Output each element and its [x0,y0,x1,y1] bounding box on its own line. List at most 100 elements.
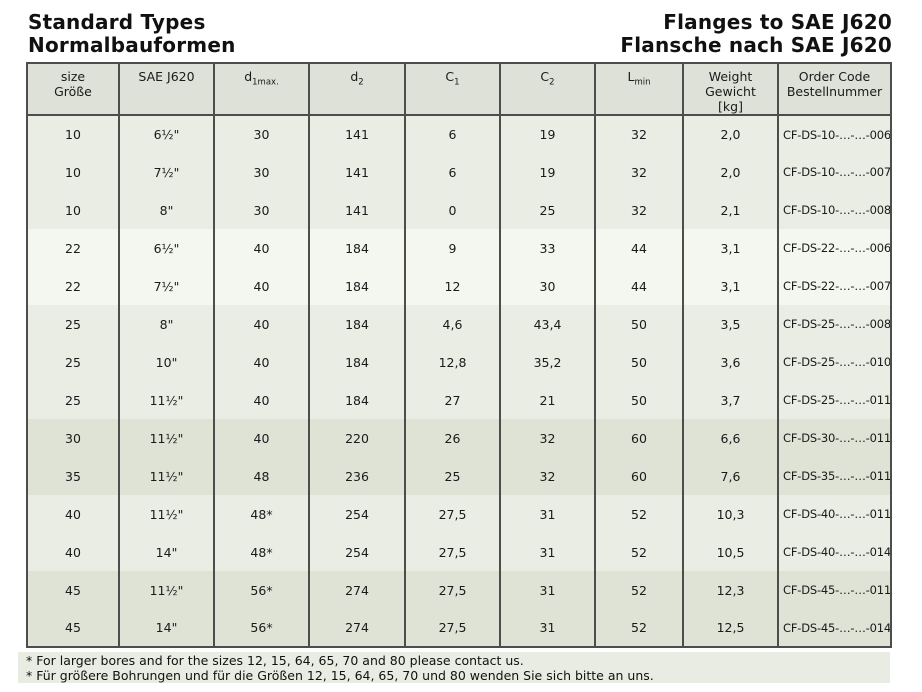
table-cell: 40 [27,495,119,533]
table-cell: 25 [27,305,119,343]
table-cell: CF-DS-40-…-…-011 [777,495,891,533]
table-cell: 10 [27,153,119,191]
table-row: 22 6½" 40 184 9 33 44 3,1 CF-DS-22-…-…-006 [27,229,891,267]
table-cell: 12,5 [682,609,778,647]
table-header-row: size Größe SAE J620 d1max. d2 C1 C2 Lmin [27,63,891,116]
table-cell: 7½" [118,267,214,305]
table-cell: 56* [213,609,309,647]
table-cell: 274 [308,609,405,647]
table-cell: 48* [213,495,309,533]
table-cell: 141 [308,191,405,229]
table-cell: 22 [27,229,119,267]
col-header-sae-j620: SAE J620 [118,63,214,116]
table-cell: 10,3 [682,495,778,533]
table-cell: 30 [27,419,119,457]
table-cell: 27,5 [404,533,500,571]
table-row: 25 10" 40 184 12,8 35,2 50 3,6 CF-DS-25-…-…-010 [27,343,891,381]
table-row: 40 11½" 48* 254 27,5 31 52 10,3 CF-DS-40-…-…-011 [27,495,891,533]
table-cell: 60 [594,457,683,495]
table-cell: 10" [118,343,214,381]
table-cell: 6 [404,153,500,191]
col-header-lmin: Lmin [594,63,683,116]
table-cell: 6½" [118,115,214,153]
table-cell: CF-DS-45-…-…-011 [777,571,891,609]
table-cell: 30 [213,153,309,191]
table-cell: 52 [594,533,683,571]
table-cell: 31 [499,609,595,647]
table-cell: 10,5 [682,533,778,571]
table-cell: 11½" [118,419,214,457]
table-cell: CF-DS-25-…-…-008 [777,305,891,343]
table-cell: 2,1 [682,191,778,229]
table-cell: CF-DS-40-…-…-014 [777,533,891,571]
table-cell: 27 [404,381,500,419]
table-cell: 35 [27,457,119,495]
table-cell: 14" [118,609,214,647]
table-row: 45 14" 56* 274 27,5 31 52 12,5 CF-DS-45-…-…-014 [27,609,891,647]
table-cell: 56* [213,571,309,609]
table-row: 10 8" 30 141 0 25 32 2,1 CF-DS-10-…-…-008 [27,191,891,229]
table-cell: 0 [404,191,500,229]
title-left-line2: Normalbauformen [28,33,236,57]
table-cell: 2,0 [682,153,778,191]
table-cell: 254 [308,533,405,571]
page-header: Standard Types Normalbauformen Flanges t… [28,11,892,57]
footnotes: * For larger bores and for the sizes 12,… [18,652,890,683]
col-header-weight: Weight Gewicht [kg] [682,63,778,116]
table-cell: 10 [27,115,119,153]
title-left-line1: Standard Types [28,10,206,34]
table-cell: 40 [213,343,309,381]
table-cell: 35,2 [499,343,595,381]
table-cell: 44 [594,229,683,267]
table-cell: 31 [499,495,595,533]
table-row: 45 11½" 56* 274 27,5 31 52 12,3 CF-DS-45-…-…-011 [27,571,891,609]
table-cell: 8" [118,191,214,229]
table-cell: CF-DS-25-…-…-010 [777,343,891,381]
col-header-c2: C2 [499,63,595,116]
table-cell: 184 [308,381,405,419]
footnote-en: * For larger bores and for the sizes 12,… [26,653,524,668]
table-cell: 32 [594,191,683,229]
table-cell: 22 [27,267,119,305]
table-cell: 2,0 [682,115,778,153]
table-body: 10 6½" 30 141 6 19 32 2,0 CF-DS-10-…-…-006 10 7½" 3… [27,115,891,647]
table-row: 40 14" 48* 254 27,5 31 52 10,5 CF-DS-40-…-…-014 [27,533,891,571]
col-header-c1: C1 [404,63,500,116]
title-right-line1: Flanges to SAE J620 [663,10,892,34]
table-cell: CF-DS-10-…-…-006 [777,115,891,153]
table-cell: 27,5 [404,571,500,609]
table-cell: 141 [308,153,405,191]
table-cell: 6½" [118,229,214,267]
table-cell: CF-DS-45-…-…-014 [777,609,891,647]
table-cell: 50 [594,305,683,343]
table-cell: 26 [404,419,500,457]
table-cell: 31 [499,571,595,609]
table-cell: 45 [27,609,119,647]
table-cell: 3,1 [682,229,778,267]
table-cell: 40 [27,533,119,571]
table-cell: 6,6 [682,419,778,457]
table-cell: 32 [594,115,683,153]
table-cell: 27,5 [404,609,500,647]
table-row: 10 6½" 30 141 6 19 32 2,0 CF-DS-10-…-…-006 [27,115,891,153]
table-cell: 33 [499,229,595,267]
table-row: 10 7½" 30 141 6 19 32 2,0 CF-DS-10-…-…-007 [27,153,891,191]
title-left: Standard Types Normalbauformen [28,11,236,57]
table-cell: 254 [308,495,405,533]
table-cell: 19 [499,153,595,191]
table-cell: 11½" [118,571,214,609]
col-header-order-code: Order Code Bestellnummer [777,63,891,116]
table-row: 22 7½" 40 184 12 30 44 3,1 CF-DS-22-…-…-007 [27,267,891,305]
table-cell: 236 [308,457,405,495]
table-cell: 19 [499,115,595,153]
table-cell: CF-DS-22-…-…-007 [777,267,891,305]
table-row: 30 11½" 40 220 26 32 60 6,6 CF-DS-30-…-…-011 [27,419,891,457]
title-right-line2: Flansche nach SAE J620 [620,33,892,57]
table-cell: 6 [404,115,500,153]
table-cell: 30 [213,191,309,229]
title-right: Flanges to SAE J620 Flansche nach SAE J6… [620,11,892,57]
table-cell: 40 [213,267,309,305]
table-cell: 32 [499,457,595,495]
table-cell: 50 [594,381,683,419]
table-cell: 184 [308,305,405,343]
